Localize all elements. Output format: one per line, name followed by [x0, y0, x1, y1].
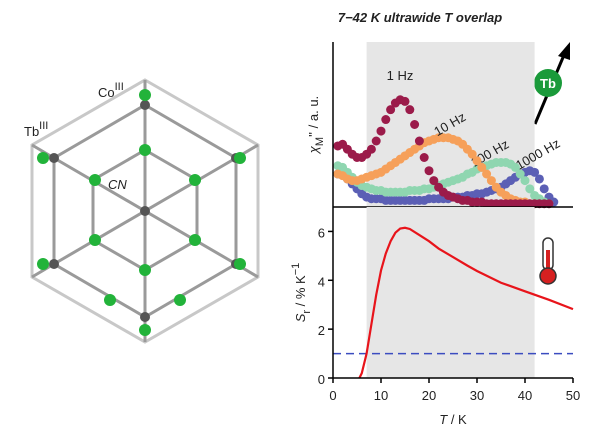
data-point: [410, 120, 419, 129]
data-point: [377, 127, 386, 136]
x-tick-label: 40: [518, 388, 532, 403]
y-tick-label: 4: [318, 274, 325, 289]
data-point: [415, 137, 424, 146]
x-axis-label: T / K: [439, 412, 467, 427]
y-label-main: S: [293, 313, 308, 322]
data-point: [540, 184, 549, 193]
y-tick-label: 2: [318, 323, 325, 338]
x-tick-label: 50: [566, 388, 580, 403]
chart-title: 7−42 K ultrawide T overlap: [338, 10, 502, 25]
y-label-tail: / % K: [293, 275, 308, 310]
tb-icon-label: Tb: [540, 76, 556, 91]
y-axis-label: χM'' / a. u.: [306, 96, 326, 154]
y-tick-label: 0: [318, 372, 325, 387]
data-point: [367, 145, 376, 154]
x-tick-label: 30: [470, 388, 484, 403]
figure: CoIII TbIII CN 7−42 K ultrawide T overla…: [0, 0, 598, 432]
tb-icon: Tb: [534, 42, 570, 124]
data-point: [372, 137, 381, 146]
data-point: [425, 166, 434, 175]
shaded-range: [367, 207, 535, 378]
x-tick-label: 0: [329, 388, 336, 403]
data-point: [521, 176, 530, 185]
x-tick-label: 20: [422, 388, 436, 403]
data-point: [381, 115, 390, 124]
x-label-tail: / K: [447, 412, 467, 427]
cn-label: CN: [108, 177, 127, 192]
y-tick-label: 6: [318, 225, 325, 240]
y-label-sub: M: [314, 137, 326, 146]
y-label-tail: '' / a. u.: [306, 96, 321, 137]
y-label-sup: −1: [290, 263, 302, 276]
x-tick-label: 10: [374, 388, 388, 403]
co-label: CoIII: [98, 81, 124, 100]
data-point: [401, 97, 410, 106]
thermometer-icon: [540, 238, 556, 284]
series-label: 1 Hz: [387, 68, 414, 83]
molecule: [32, 80, 258, 342]
data-point: [535, 174, 544, 183]
data-point: [420, 153, 429, 162]
y-axis-label: Sr / % K−1: [290, 263, 313, 323]
data-point: [405, 105, 414, 114]
